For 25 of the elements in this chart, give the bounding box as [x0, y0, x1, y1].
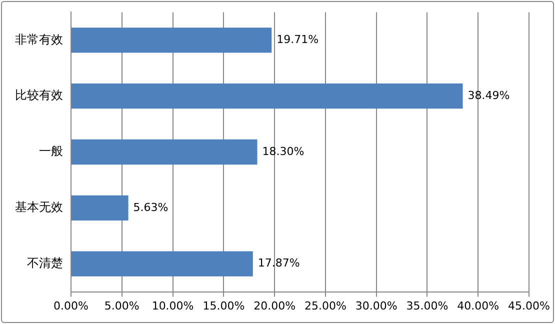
- bar: [72, 28, 272, 53]
- y-tick-label: 比较有效: [15, 88, 63, 102]
- y-tick-label: 不清楚: [27, 256, 63, 270]
- x-tick-label: 30.00%: [355, 299, 398, 312]
- x-tick-label: 40.00%: [457, 299, 500, 312]
- x-tick-label: 25.00%: [304, 299, 346, 312]
- x-tick-label: 5.00%: [104, 299, 140, 312]
- bar: [72, 139, 258, 165]
- y-tick-label: 非常有效: [15, 32, 63, 46]
- x-tick-label: 35.00%: [406, 299, 448, 312]
- data-label: 5.63%: [133, 200, 168, 214]
- x-tick-label: 10.00%: [152, 299, 194, 312]
- x-tick-label: 15.00%: [202, 299, 245, 312]
- bar: [72, 251, 253, 276]
- data-label: 17.87%: [258, 256, 300, 270]
- x-tick-label: 45.00%: [508, 299, 550, 312]
- data-label: 19.71%: [276, 33, 319, 46]
- data-label: 18.30%: [262, 144, 304, 158]
- bar: [72, 84, 463, 109]
- x-tick-label: 0.00%: [54, 299, 88, 312]
- x-tick-label: 20.00%: [254, 299, 296, 312]
- bar: [72, 195, 128, 220]
- y-tick-label: 基本无效: [15, 200, 63, 214]
- y-tick-label: 一般: [39, 144, 63, 158]
- data-label: 38.49%: [468, 88, 510, 102]
